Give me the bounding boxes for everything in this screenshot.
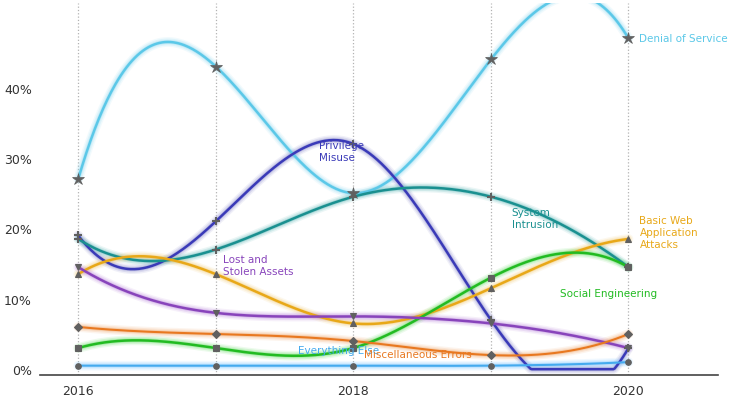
- Text: Social Engineering: Social Engineering: [559, 288, 657, 298]
- Text: Basic Web
Application
Attacks: Basic Web Application Attacks: [639, 216, 698, 249]
- Text: Privilege
Misuse: Privilege Misuse: [319, 141, 364, 162]
- Text: Lost and
Stolen Assets: Lost and Stolen Assets: [222, 255, 293, 276]
- Text: Everything Else: Everything Else: [298, 345, 379, 355]
- Text: System
Intrusion: System Intrusion: [512, 208, 558, 229]
- Text: Miscellaneous Errors: Miscellaneous Errors: [365, 349, 472, 359]
- Text: Denial of Service: Denial of Service: [639, 34, 728, 44]
